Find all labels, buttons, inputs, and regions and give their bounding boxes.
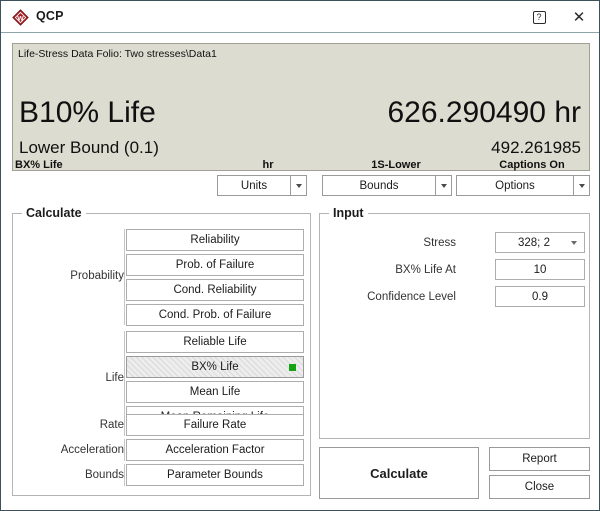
- status-bounds-label: 1S-Lower: [371, 159, 421, 171]
- calc-button-bx-life[interactable]: BX% Life: [126, 356, 304, 378]
- calculate-group: Calculate Probability Life Rate Accelera…: [12, 206, 311, 496]
- title-bar: W QCP ? ✕: [1, 1, 599, 33]
- units-split-button[interactable]: Units: [217, 175, 307, 196]
- bounds-split-button[interactable]: Bounds: [322, 175, 452, 196]
- bound-value: 492.261985: [491, 138, 581, 157]
- stress-combobox[interactable]: 328; 2: [495, 232, 585, 253]
- chevron-down-icon: [440, 183, 447, 188]
- calc-button-reliability[interactable]: Reliability: [126, 229, 304, 251]
- close-dialog-button[interactable]: Close: [489, 475, 590, 499]
- report-button[interactable]: Report: [489, 447, 590, 471]
- units-dropdown-arrow[interactable]: [290, 175, 307, 196]
- input-label-stress: Stress: [423, 237, 456, 249]
- status-options-label: Captions On: [499, 159, 565, 171]
- chevron-down-icon: [571, 240, 577, 245]
- input-label-confidence-level: Confidence Level: [367, 291, 456, 303]
- input-group-title: Input: [329, 206, 368, 220]
- category-label-probability: Probability: [70, 270, 124, 282]
- category-label-acceleration: Acceleration: [60, 444, 124, 456]
- chevron-down-icon: [578, 183, 585, 188]
- result-value: 626.290490 hr: [387, 96, 581, 129]
- options-split-button[interactable]: Options: [456, 175, 590, 196]
- question-mark-icon: ?: [532, 10, 546, 24]
- window-title: QCP: [36, 9, 64, 23]
- folio-path-label: Life-Stress Data Folio: Two stresses\Dat…: [18, 48, 217, 60]
- calc-button-cond-prob-of-failure[interactable]: Cond. Prob. of Failure: [126, 304, 304, 326]
- calculate-button[interactable]: Calculate: [319, 447, 479, 499]
- bounds-dropdown-arrow[interactable]: [435, 175, 452, 196]
- calc-button-reliable-life[interactable]: Reliable Life: [126, 331, 304, 353]
- units-button-label[interactable]: Units: [217, 175, 290, 196]
- calc-button-cond-reliability[interactable]: Cond. Reliability: [126, 279, 304, 301]
- calc-button-bx-life-label: BX% Life: [191, 361, 239, 373]
- calc-button-failure-rate[interactable]: Failure Rate: [126, 414, 304, 436]
- result-panel: Life-Stress Data Folio: Two stresses\Dat…: [12, 43, 590, 171]
- category-label-life: Life: [105, 372, 124, 384]
- help-button[interactable]: ?: [527, 6, 551, 28]
- group-separator: [124, 229, 125, 325]
- calc-button-parameter-bounds[interactable]: Parameter Bounds: [126, 464, 304, 486]
- input-group: Input Stress 328; 2 BX% Life At 10 Confi…: [319, 206, 590, 439]
- weibull-diamond-icon: W: [12, 9, 29, 26]
- input-label-bx-life-at: BX% Life At: [395, 264, 456, 276]
- bx-life-at-input[interactable]: 10: [495, 259, 585, 280]
- bound-label: Lower Bound (0.1): [19, 138, 159, 157]
- calc-button-prob-of-failure[interactable]: Prob. of Failure: [126, 254, 304, 276]
- bounds-button-label[interactable]: Bounds: [322, 175, 435, 196]
- close-icon: ✕: [572, 8, 586, 26]
- result-metric-name: B10% Life: [19, 96, 156, 129]
- svg-text:W: W: [17, 15, 24, 22]
- category-label-rate: Rate: [99, 419, 124, 431]
- calculate-group-title: Calculate: [22, 206, 86, 220]
- category-label-bounds: Bounds: [84, 469, 124, 481]
- group-separator: [124, 331, 125, 427]
- group-separator: [124, 464, 125, 486]
- calc-button-mean-life[interactable]: Mean Life: [126, 381, 304, 403]
- close-button[interactable]: ✕: [567, 6, 591, 28]
- selected-indicator-icon: [289, 364, 296, 371]
- options-dropdown-arrow[interactable]: [573, 175, 590, 196]
- chevron-down-icon: [295, 183, 302, 188]
- stress-value: 328; 2: [518, 236, 550, 249]
- group-separator: [124, 439, 125, 461]
- group-separator: [124, 414, 125, 436]
- confidence-level-input[interactable]: 0.9: [495, 286, 585, 307]
- options-button-label[interactable]: Options: [456, 175, 573, 196]
- status-metric-label: BX% Life: [15, 159, 63, 171]
- calc-button-acceleration-factor[interactable]: Acceleration Factor: [126, 439, 304, 461]
- status-units-label: hr: [262, 159, 274, 171]
